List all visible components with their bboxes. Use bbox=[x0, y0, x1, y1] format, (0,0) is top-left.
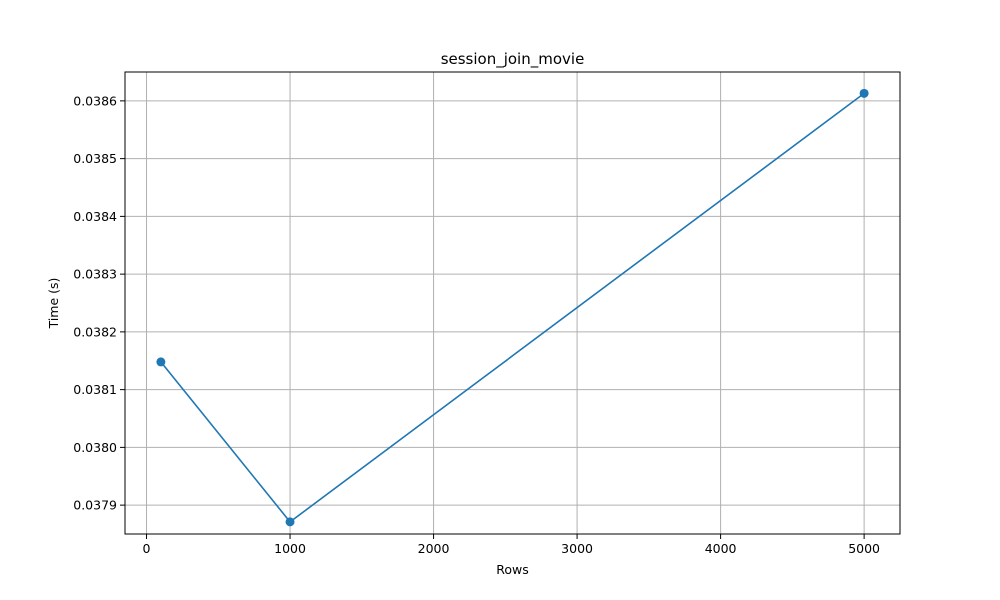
chart-title: session_join_movie bbox=[441, 50, 585, 69]
y-tick-label: 0.0384 bbox=[73, 209, 117, 224]
y-tick-label: 0.0383 bbox=[73, 267, 117, 282]
x-tick-label: 5000 bbox=[848, 541, 880, 556]
x-tick-label: 0 bbox=[143, 541, 151, 556]
x-axis-ticks: 0 1000 2000 3000 4000 5000 bbox=[143, 534, 880, 556]
data-series bbox=[156, 88, 869, 527]
y-axis-ticks: 0.0379 0.0380 0.0381 0.0382 0.0383 0.0384 0.03… bbox=[73, 93, 125, 513]
y-tick-label: 0.0385 bbox=[73, 151, 117, 166]
data-point bbox=[156, 357, 166, 367]
data-point bbox=[859, 88, 869, 98]
plot-frame bbox=[124, 71, 901, 535]
y-tick-label: 0.0386 bbox=[73, 93, 117, 108]
x-tick-label: 4000 bbox=[705, 541, 737, 556]
x-tick-label: 2000 bbox=[418, 541, 450, 556]
y-axis-label: Time (s) bbox=[46, 278, 61, 330]
y-tick-label: 0.0380 bbox=[73, 440, 117, 455]
data-point bbox=[285, 517, 295, 527]
x-axis-label: Rows bbox=[496, 562, 529, 577]
y-tick-label: 0.0381 bbox=[73, 382, 117, 397]
grid-lines bbox=[125, 72, 900, 534]
y-tick-label: 0.0382 bbox=[73, 324, 117, 339]
x-tick-label: 1000 bbox=[274, 541, 306, 556]
y-tick-label: 0.0379 bbox=[73, 498, 117, 513]
x-tick-label: 3000 bbox=[561, 541, 593, 556]
